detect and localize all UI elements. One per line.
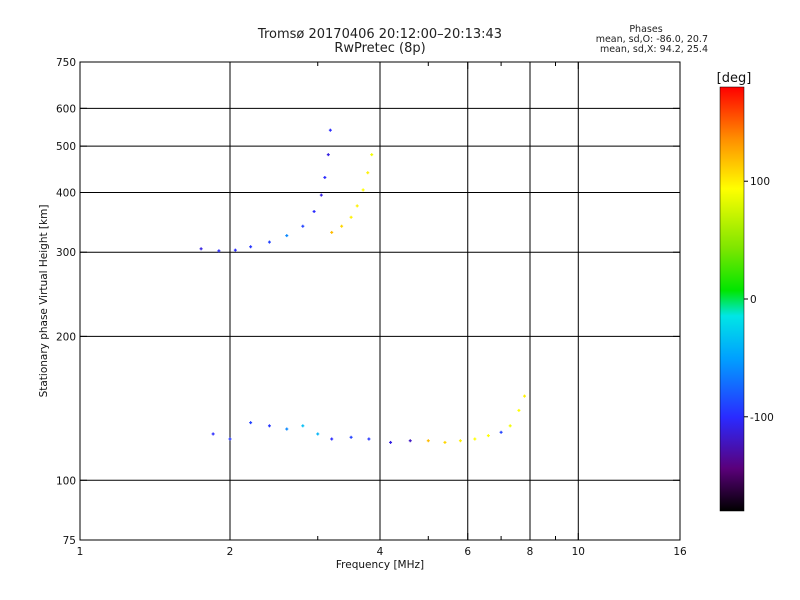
x-tick-label: 16 bbox=[673, 546, 687, 558]
x-tick-label: 4 bbox=[377, 546, 384, 558]
colorbar-tick-label: -100 bbox=[750, 412, 774, 424]
colorbar-ticks: 100 0 -100 bbox=[744, 176, 774, 424]
axis-ticks: 1 2 4 6 8 10 16 75 100 200 300 400 500 600 750 bbox=[56, 57, 687, 558]
colorbar-label: [deg] bbox=[717, 71, 752, 86]
chart-title: Tromsø 20170406 20:12:00–20:13:43 bbox=[257, 27, 502, 42]
x-tick-label: 6 bbox=[464, 546, 471, 558]
chart-subtitle: RwPretec (8p) bbox=[334, 41, 425, 56]
y-tick-label: 300 bbox=[56, 247, 76, 259]
colorbar-tick-label: 100 bbox=[750, 176, 770, 188]
phases-o-stats: mean, sd,O: -86.0, 20.7 bbox=[596, 34, 708, 45]
plot-frame bbox=[79, 61, 681, 541]
colorbar bbox=[719, 86, 745, 512]
data-points bbox=[199, 128, 527, 444]
x-tick-label: 1 bbox=[77, 546, 84, 558]
y-tick-label: 600 bbox=[56, 103, 76, 115]
y-tick-label: 400 bbox=[56, 187, 76, 199]
y-tick-label: 500 bbox=[56, 141, 76, 153]
phases-heading: Phases bbox=[629, 24, 662, 35]
colorbar-tick-label: 0 bbox=[750, 294, 757, 306]
y-tick-label: 750 bbox=[56, 57, 76, 69]
grid bbox=[80, 62, 680, 540]
y-tick-label: 200 bbox=[56, 331, 76, 343]
phases-x-stats: mean, sd,X: 94.2, 25.4 bbox=[600, 44, 708, 55]
y-tick-label: 75 bbox=[63, 535, 76, 547]
y-axis-label: Stationary phase Virtual Height [km] bbox=[38, 205, 50, 398]
y-tick-label: 100 bbox=[56, 475, 76, 487]
x-tick-label: 8 bbox=[527, 546, 534, 558]
x-tick-label: 10 bbox=[572, 546, 585, 558]
x-axis-label: Frequency [MHz] bbox=[336, 559, 424, 571]
x-tick-label: 2 bbox=[227, 546, 234, 558]
